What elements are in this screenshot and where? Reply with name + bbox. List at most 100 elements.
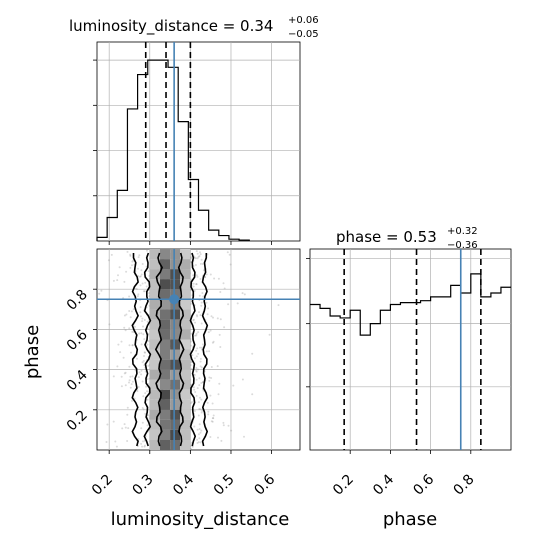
scatter-density-cell xyxy=(150,439,160,450)
scatter-point xyxy=(199,251,201,254)
scatter-point xyxy=(141,317,144,320)
scatter-density-cell xyxy=(150,329,160,340)
scatter-point xyxy=(220,439,223,442)
scatter-point xyxy=(198,423,201,426)
scatter-point xyxy=(146,343,149,346)
scatter-point xyxy=(143,355,145,357)
scatter-point xyxy=(208,376,211,379)
scatter-point xyxy=(131,380,134,383)
scatter-point xyxy=(120,340,123,343)
scatter-point xyxy=(191,354,194,357)
scatter-point xyxy=(129,375,132,378)
scatter-point xyxy=(200,429,203,432)
scatter-point xyxy=(217,436,219,439)
scatter-point xyxy=(199,278,202,280)
scatter-point xyxy=(195,367,198,369)
scatter-point xyxy=(118,266,121,269)
scatter-point xyxy=(243,293,246,296)
scatter-density-cell xyxy=(150,289,160,300)
scatter-point xyxy=(197,368,199,371)
scatter-point xyxy=(199,396,201,399)
scatter-point xyxy=(204,276,207,279)
hist-phase-grid xyxy=(310,249,511,454)
scatter-density-cell xyxy=(180,279,191,290)
scatter-point xyxy=(147,364,150,367)
scatter-point xyxy=(139,315,142,318)
scatter-point xyxy=(141,320,144,323)
scatter-density-cell xyxy=(170,249,181,260)
scatter-point xyxy=(193,388,196,391)
scatter-point xyxy=(194,321,196,324)
scatter-point xyxy=(146,424,149,427)
scatter-point xyxy=(129,386,132,389)
scatter-point xyxy=(200,382,203,384)
scatter-point xyxy=(129,253,132,256)
scatter-ytick-label: 0.6 xyxy=(64,327,91,354)
scatter-point xyxy=(146,390,148,393)
scatter-point xyxy=(196,257,199,260)
scatter-density-cell xyxy=(160,399,170,410)
scatter-point xyxy=(126,406,129,409)
hist-phase-title-upper: +0.32 xyxy=(447,226,478,237)
scatter-point xyxy=(241,292,244,295)
scatter-point xyxy=(143,351,146,354)
scatter-point xyxy=(145,285,148,288)
scatter-point xyxy=(210,420,213,423)
scatter-density-cell xyxy=(150,409,160,420)
scatter-point xyxy=(208,379,211,382)
scatter-frame xyxy=(96,248,301,451)
scatter-point xyxy=(133,325,136,328)
scatter-point xyxy=(219,318,222,321)
scatter-density-cell xyxy=(150,299,160,310)
scatter-point xyxy=(200,398,203,401)
scatter-point xyxy=(192,318,195,321)
scatter-point xyxy=(142,440,144,443)
scatter-point xyxy=(192,282,195,285)
scatter-point xyxy=(195,334,198,337)
scatter-point xyxy=(196,442,199,444)
scatter-point xyxy=(105,441,108,443)
scatter-point xyxy=(205,301,208,304)
scatter-point xyxy=(196,275,199,278)
scatter-point xyxy=(189,302,192,305)
scatter-point xyxy=(211,402,214,405)
scatter-point xyxy=(142,408,145,411)
scatter-point xyxy=(131,264,133,267)
scatter-point xyxy=(191,445,194,448)
scatter-point xyxy=(144,412,147,415)
scatter-point xyxy=(195,349,198,352)
scatter-point xyxy=(129,254,132,257)
scatter-density-cell xyxy=(170,289,181,300)
scatter-point xyxy=(125,270,128,273)
scatter-point xyxy=(199,262,202,265)
scatter-point xyxy=(136,390,139,393)
scatter-density-cell xyxy=(170,389,181,400)
scatter-density-cell xyxy=(170,409,181,420)
scatter-point xyxy=(147,414,150,417)
scatter-point xyxy=(140,273,143,276)
scatter-point xyxy=(251,352,254,355)
scatter-point xyxy=(140,427,143,430)
scatter-density-cell xyxy=(150,269,160,280)
scatter-point xyxy=(200,366,203,369)
scatter-point xyxy=(212,316,214,319)
scatter-point xyxy=(207,410,210,413)
scatter-yticks: 0.2 0.4 0.6 0.8 xyxy=(64,287,91,435)
scatter-density-cell xyxy=(180,369,191,380)
scatter-point xyxy=(130,351,132,354)
scatter-point xyxy=(219,346,222,348)
scatter-density-cell xyxy=(170,339,181,350)
scatter-point xyxy=(140,369,143,372)
scatter-density-cell xyxy=(180,299,191,310)
scatter-point xyxy=(196,387,199,390)
scatter-point xyxy=(197,331,200,334)
hist-phase-quantiles xyxy=(343,249,482,450)
scatter-point xyxy=(107,259,110,262)
scatter-point xyxy=(116,365,119,368)
scatter-point xyxy=(191,401,193,403)
hist-phase-xtick-label: 0.8 xyxy=(451,472,478,499)
scatter-point xyxy=(122,356,125,359)
scatter-point xyxy=(129,316,132,319)
scatter-contours xyxy=(131,252,209,447)
scatter-density-cell xyxy=(160,259,170,270)
